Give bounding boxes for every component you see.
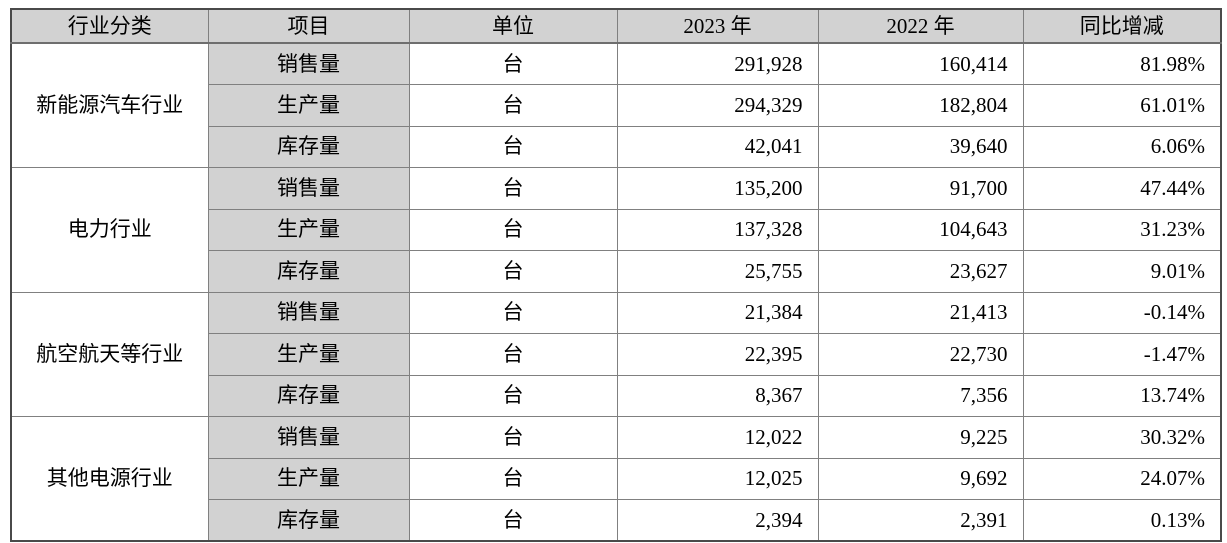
value-2023-cell: 135,200 [616,167,819,210]
value-2022-cell: 21,413 [817,291,1024,334]
value-2022-cell: 9,225 [817,416,1024,459]
value-2023-cell: 2,394 [616,499,819,542]
unit-cell: 台 [408,374,618,417]
table-row: 库存量台 25,755 23,627 9.01% [11,250,1222,293]
unit-cell: 台 [408,457,618,500]
value-2022-cell: 2,391 [817,499,1024,542]
value-2023-cell: 22,395 [616,333,819,376]
col-header-industry: 行业分类 [10,8,209,44]
value-2023-cell: 21,384 [616,291,819,334]
value-2023-cell: 8,367 [616,374,819,417]
value-2022-cell: 182,804 [817,84,1024,127]
item-cell: 库存量 [207,250,410,293]
item-cell: 销售量 [207,42,410,85]
unit-cell: 台 [408,291,618,334]
item-cell: 库存量 [207,374,410,417]
yoy-change-cell: 0.13% [1022,499,1222,542]
unit-cell: 台 [408,42,618,85]
industry-cell: 其他电源行业 [10,416,209,542]
item-cell: 库存量 [207,125,410,168]
table-row: 库存量台 8,367 7,356 13.74% [11,374,1222,417]
value-2022-cell: 160,414 [817,42,1024,85]
unit-cell: 台 [408,208,618,251]
unit-cell: 台 [408,167,618,210]
value-2022-cell: 91,700 [817,167,1024,210]
unit-cell: 台 [408,250,618,293]
col-header-unit: 单位 [408,8,618,44]
value-2023-cell: 25,755 [616,250,819,293]
industry-cell: 电力行业 [10,167,209,293]
col-header-2022: 2022 年 [817,8,1024,44]
value-2023-cell: 12,025 [616,457,819,500]
unit-cell: 台 [408,84,618,127]
value-2023-cell: 137,328 [616,208,819,251]
item-cell: 销售量 [207,416,410,459]
item-cell: 生产量 [207,333,410,376]
yoy-change-cell: 6.06% [1022,125,1222,168]
yoy-change-cell: 13.74% [1022,374,1222,417]
value-2023-cell: 12,022 [616,416,819,459]
table-body: 新能源汽车行业 销售量台 291,928 160,414 81.98% 生产量台 294,3… [10,42,1222,542]
yoy-change-cell: 31.23% [1022,208,1222,251]
table-row: 电力行业 销售量台 135,200 91,700 47.44% [10,167,1222,293]
value-2022-cell: 104,643 [817,208,1024,251]
yoy-change-cell: 9.01% [1022,250,1222,293]
unit-cell: 台 [408,125,618,168]
value-2023-cell: 42,041 [616,125,819,168]
yoy-change-cell: -1.47% [1022,333,1222,376]
yoy-change-cell: 24.07% [1022,457,1222,500]
table-row: 其他电源行业 销售量台 12,022 9,225 30.32% [10,416,1222,542]
yoy-change-cell: 61.01% [1022,84,1222,127]
table-row: 生产量台 22,395 22,730 -1.47% [11,333,1222,376]
industry-production-sales-table: 行业分类 项目 单位 2023 年 2022 年 同比增减 新能源汽车行业 销售量… [10,8,1222,542]
value-2022-cell: 23,627 [817,250,1024,293]
table-row: 新能源汽车行业 销售量台 291,928 160,414 81.98% [10,42,1222,168]
col-header-item: 项目 [207,8,410,44]
item-cell: 销售量 [207,167,410,210]
industry-cell: 新能源汽车行业 [10,42,209,168]
unit-cell: 台 [408,416,618,459]
table-row: 生产量台 294,329 182,804 61.01% [11,84,1222,127]
value-2022-cell: 7,356 [817,374,1024,417]
value-2022-cell: 9,692 [817,457,1024,500]
value-2022-cell: 39,640 [817,125,1024,168]
yoy-change-cell: 30.32% [1022,416,1222,459]
value-2023-cell: 294,329 [616,84,819,127]
unit-cell: 台 [408,333,618,376]
col-header-2023: 2023 年 [616,8,819,44]
table-row: 生产量台 137,328 104,643 31.23% [11,208,1222,251]
item-cell: 库存量 [207,499,410,542]
yoy-change-cell: 81.98% [1022,42,1222,85]
item-cell: 销售量 [207,291,410,334]
industry-cell: 航空航天等行业 [10,291,209,417]
yoy-change-cell: -0.14% [1022,291,1222,334]
table-row: 库存量台 2,394 2,391 0.13% [11,499,1222,542]
item-cell: 生产量 [207,457,410,500]
yoy-change-cell: 47.44% [1022,167,1222,210]
header-row: 行业分类 项目 单位 2023 年 2022 年 同比增减 [10,8,1222,44]
col-header-yoy: 同比增减 [1022,8,1222,44]
table-row: 库存量台 42,041 39,640 6.06% [11,125,1222,168]
value-2022-cell: 22,730 [817,333,1024,376]
item-cell: 生产量 [207,208,410,251]
item-cell: 生产量 [207,84,410,127]
unit-cell: 台 [408,499,618,542]
table-row: 生产量台 12,025 9,692 24.07% [11,457,1222,500]
value-2023-cell: 291,928 [616,42,819,85]
table-row: 航空航天等行业 销售量台 21,384 21,413 -0.14% [10,291,1222,417]
